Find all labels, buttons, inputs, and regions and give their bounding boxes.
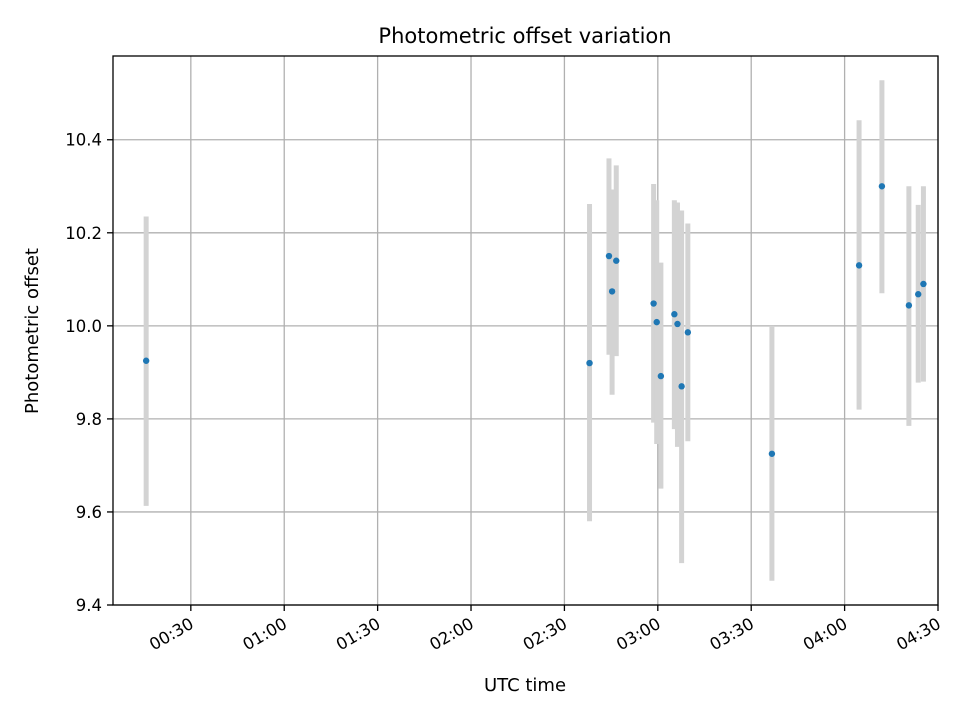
plot-frame — [112, 55, 939, 606]
data-point — [608, 288, 616, 295]
x-axis-label: UTC time — [484, 675, 566, 696]
data-point — [768, 450, 776, 457]
y-tick-label: 10.2 — [65, 224, 102, 243]
data-point — [613, 257, 620, 264]
y-axis: 9.4 9.6 9.8 10.0 10.2 10.4 — [65, 131, 113, 615]
data-point — [684, 329, 692, 336]
data-point — [586, 359, 593, 367]
data-point — [650, 300, 657, 307]
y-tick-label: 9.4 — [76, 596, 102, 615]
data-point — [674, 320, 681, 328]
data-point — [605, 252, 613, 260]
chart-title: Photometric offset variation — [378, 24, 671, 48]
data-point — [678, 383, 685, 390]
data-point — [142, 357, 150, 364]
data-point — [878, 183, 886, 190]
data-point — [920, 280, 927, 288]
data-points — [142, 183, 927, 457]
y-tick-label: 9.6 — [76, 503, 102, 522]
data-point — [915, 291, 922, 298]
y-tick-label: 10.0 — [65, 317, 102, 336]
y-tick-label: 10.4 — [65, 131, 102, 150]
y-tick-label: 9.8 — [76, 410, 102, 429]
data-point — [905, 302, 913, 309]
y-axis-label: Photometric offset — [22, 248, 43, 414]
data-point — [657, 372, 665, 380]
data-point — [653, 318, 660, 326]
data-point — [671, 311, 678, 318]
data-point — [855, 262, 863, 269]
